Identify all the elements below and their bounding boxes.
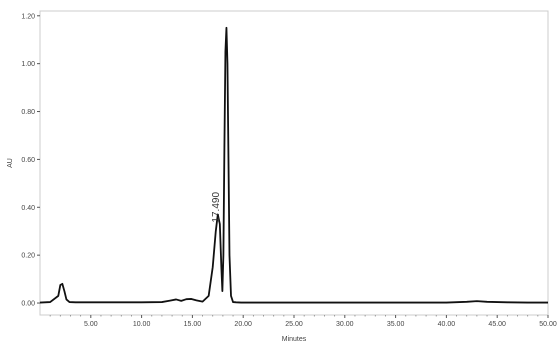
y-tick-label: 1.20	[21, 13, 35, 20]
x-axis-title: Minutes	[282, 336, 307, 343]
y-tick-label: 0.00	[21, 301, 35, 308]
x-tick-label: 45.00	[488, 321, 506, 328]
peak-annotation: 17.490	[211, 192, 222, 223]
y-axis-title: AU	[7, 158, 14, 168]
x-axis: 5.00 10.00 15.00 20.00 25.00 30.00 35.00 40.00 4…	[49, 315, 557, 328]
y-tick-label: 0.60	[21, 157, 35, 164]
y-tick-label: 0.80	[21, 109, 35, 116]
series-line	[39, 26, 548, 304]
x-tick-label: 15.00	[184, 321, 202, 328]
series-layer	[39, 26, 548, 304]
y-axis: 0.00 0.20 0.40 0.60 0.80 1.00 1.20	[21, 13, 40, 308]
x-tick-label: 5.00	[84, 321, 98, 328]
y-tick-label: 0.20	[21, 253, 35, 260]
x-tick-label: 25.00	[285, 321, 303, 328]
y-tick-label: 1.00	[21, 61, 35, 68]
x-tick-label: 10.00	[133, 321, 151, 328]
x-tick-label: 35.00	[387, 321, 405, 328]
x-tick-label: 50.00	[539, 321, 557, 328]
y-tick-label: 0.40	[21, 205, 35, 212]
x-tick-label: 40.00	[438, 321, 456, 328]
x-tick-label: 20.00	[234, 321, 252, 328]
x-tick-label: 30.00	[336, 321, 354, 328]
annotation-layer: 17.490	[211, 192, 222, 223]
plot-frame	[39, 10, 549, 316]
